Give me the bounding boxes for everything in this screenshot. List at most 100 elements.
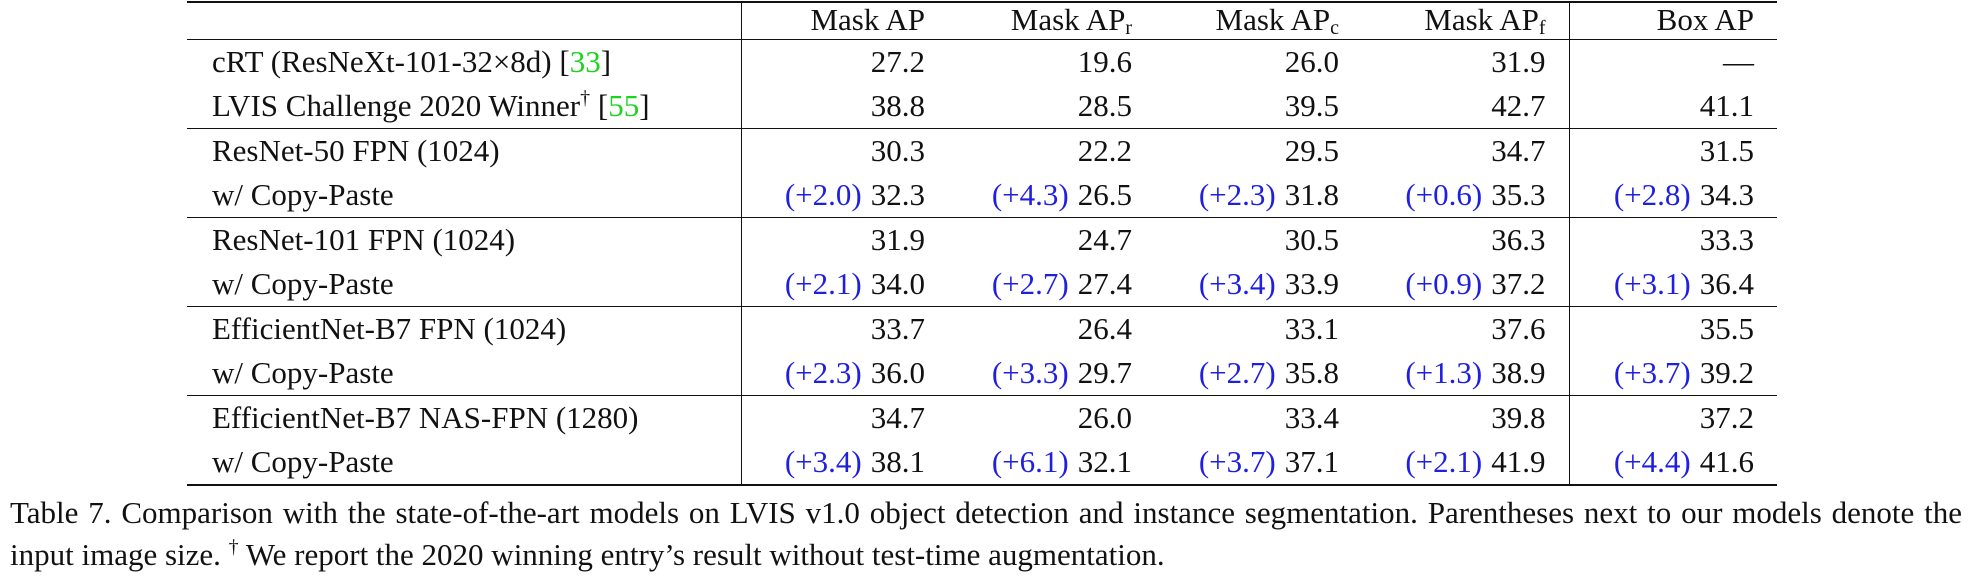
value: 39.5 — [1284, 87, 1339, 123]
delta: (+6.1) — [991, 443, 1069, 479]
citation-number: 33 — [569, 43, 601, 79]
header-text: Mask AP — [1424, 2, 1539, 37]
value-cell: 19.6 — [948, 39, 1155, 84]
delta: (+2.0) — [784, 176, 862, 212]
caption-note: We report the 2020 winning entry’s resul… — [245, 537, 1165, 572]
value-cell: (+0.9) 37.2 — [1362, 262, 1569, 307]
caption: Table 7. Comparison with the state-of-th… — [10, 492, 1962, 576]
value-cell: 41.1 — [1568, 83, 1777, 128]
delta: (+3.4) — [1198, 265, 1276, 301]
value: 33.3 — [1699, 221, 1754, 257]
value: 26.0 — [1077, 399, 1132, 435]
value: 36.4 — [1699, 265, 1754, 301]
row-label-cell: ResNet-50 FPN (1024) — [187, 128, 742, 173]
value-cell: 24.7 — [948, 217, 1155, 262]
header-text: Box AP — [1656, 2, 1754, 37]
citation-bracket: ] — [639, 87, 650, 123]
value-cell: (+3.7) 39.2 — [1568, 350, 1777, 395]
row-label-cell: LVIS Challenge 2020 Winner† [55] — [187, 83, 742, 128]
dagger: † — [580, 86, 591, 109]
row-label-cell: ResNet-101 FPN (1024) — [187, 217, 742, 262]
value: 27.4 — [1077, 265, 1132, 301]
delta: (+3.7) — [1613, 354, 1691, 390]
value: 31.9 — [870, 221, 925, 257]
delta: (+0.6) — [1405, 176, 1483, 212]
value: 34.7 — [1491, 132, 1546, 168]
value: 41.1 — [1699, 87, 1754, 123]
value: 31.8 — [1284, 176, 1339, 212]
value: 35.8 — [1284, 354, 1339, 390]
header-cell: Mask APc — [1155, 2, 1362, 39]
header-text: Mask AP — [810, 2, 925, 37]
delta: (+4.3) — [991, 176, 1069, 212]
value-cell: 36.3 — [1362, 217, 1569, 262]
value: 33.7 — [870, 310, 925, 346]
delta: (+2.7) — [991, 265, 1069, 301]
row-name: cRT (ResNeXt-101-32×8d) — [212, 43, 552, 79]
row-label-cell: cRT (ResNeXt-101-32×8d) [33] — [187, 39, 742, 84]
value: 24.7 — [1077, 221, 1132, 257]
value: 31.5 — [1699, 132, 1754, 168]
value: 28.5 — [1077, 87, 1132, 123]
value: 29.5 — [1284, 132, 1339, 168]
value-cell: (+2.7) 27.4 — [948, 262, 1155, 307]
value-cell: 26.0 — [1155, 39, 1362, 84]
value-cell: 30.5 — [1155, 217, 1362, 262]
value-cell: 31.5 — [1568, 128, 1777, 173]
row-label-cell: w/ Copy-Paste — [187, 439, 742, 485]
row-name: ResNet-101 FPN (1024) — [212, 221, 516, 257]
table-head: Mask AP Mask APr Mask APc Mask APf Box AP — [187, 2, 1777, 39]
value: 27.2 — [870, 43, 925, 79]
header-cell: Mask AP — [741, 2, 948, 39]
row-label-cell: EfficientNet-B7 NAS-FPN (1280) — [187, 395, 742, 440]
value-cell: 37.2 — [1568, 395, 1777, 440]
row-name: LVIS Challenge 2020 Winner — [212, 87, 581, 123]
row-name: w/ Copy-Paste — [212, 443, 394, 479]
value: 36.3 — [1491, 221, 1546, 257]
value-cell: (+3.4) 33.9 — [1155, 262, 1362, 307]
value: 26.4 — [1077, 310, 1132, 346]
delta: (+4.4) — [1613, 443, 1691, 479]
value: 37.6 — [1491, 310, 1546, 346]
value-cell: (+2.3) 31.8 — [1155, 173, 1362, 218]
row-label-cell: w/ Copy-Paste — [187, 261, 742, 306]
header-subscript: r — [1125, 17, 1132, 39]
delta: (+3.7) — [1198, 443, 1276, 479]
value-cell: 33.4 — [1155, 395, 1362, 440]
table-row: w/ Copy-Paste (+2.3) 36.0 (+3.3) 29.7 (+2.7) 3… — [187, 350, 1777, 395]
results-table: Mask AP Mask APr Mask APc Mask APf Box AP cR… — [187, 1, 1777, 486]
value: 38.9 — [1491, 354, 1546, 390]
table-body: cRT (ResNeXt-101-32×8d) [33] 27.2 19.6 26.0… — [187, 39, 1777, 485]
value-cell: (+4.4) 41.6 — [1568, 439, 1777, 485]
value-cell: 38.8 — [741, 84, 948, 129]
header-row: Mask AP Mask APr Mask APc Mask APf Box AP — [187, 2, 1777, 39]
delta: (+3.3) — [991, 354, 1069, 390]
caption-label: Table 7. — [10, 495, 112, 530]
value-cell: 39.5 — [1155, 84, 1362, 129]
delta: (+3.4) — [784, 443, 862, 479]
caption-text: Comparison with the state-of-the-art mod… — [10, 495, 1963, 572]
value: 38.1 — [870, 443, 925, 479]
value: 37.2 — [1491, 265, 1546, 301]
table-row: ResNet-101 FPN (1024) 31.9 24.7 30.5 36.3 33.… — [187, 217, 1777, 262]
citation-bracket: [ — [559, 43, 570, 79]
row-name: w/ Copy-Paste — [212, 354, 394, 390]
delta: (+2.1) — [1405, 443, 1483, 479]
delta: (+2.1) — [784, 265, 862, 301]
value-cell: (+2.8) 34.3 — [1568, 172, 1777, 217]
value: 33.9 — [1284, 265, 1339, 301]
value-cell: 31.9 — [1362, 39, 1569, 84]
value: 37.1 — [1284, 443, 1339, 479]
value-cell: (+6.1) 32.1 — [948, 440, 1155, 485]
value: 33.1 — [1284, 310, 1339, 346]
value-cell: (+3.4) 38.1 — [741, 440, 948, 485]
row-name: ResNet-50 FPN (1024) — [212, 132, 500, 168]
value-cell: (+2.1) 34.0 — [741, 262, 948, 307]
value-cell: 37.6 — [1362, 306, 1569, 351]
value: 30.3 — [870, 132, 925, 168]
delta: (+0.9) — [1405, 265, 1483, 301]
value: 29.7 — [1077, 354, 1132, 390]
table-row: EfficientNet-B7 NAS-FPN (1280) 34.7 26.0 33… — [187, 395, 1777, 440]
value: 34.3 — [1699, 176, 1754, 212]
header-cell — [187, 2, 742, 39]
